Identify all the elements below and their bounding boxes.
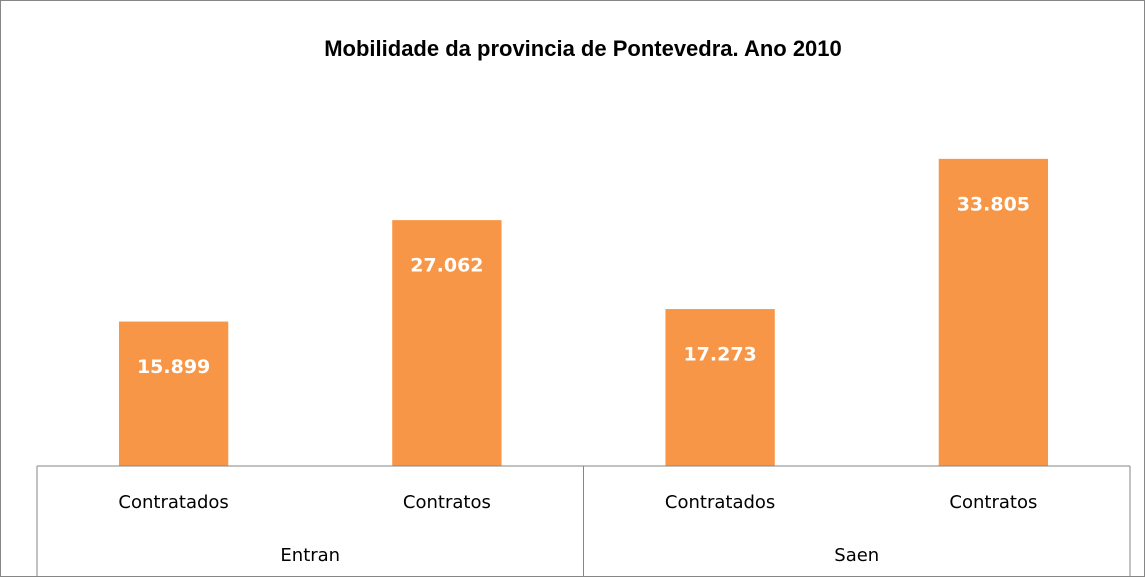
bar	[392, 220, 502, 466]
data-label: 17.273	[683, 344, 756, 366]
x-tick-label: Contratos	[949, 492, 1037, 513]
bar	[118, 321, 229, 466]
bar	[938, 158, 1049, 466]
chart-title: Mobilidade da provincia de Pontevedra. A…	[324, 36, 842, 61]
group-label: Entran	[280, 545, 340, 566]
bar	[665, 309, 775, 466]
data-label: 27.062	[410, 255, 483, 277]
data-label: 33.805	[957, 193, 1030, 215]
x-tick-label: Contratados	[665, 492, 775, 513]
x-tick-label: Contratados	[118, 492, 228, 513]
data-label: 15.899	[137, 356, 210, 378]
group-label: Saen	[834, 545, 879, 566]
x-tick-label: Contratos	[403, 492, 491, 513]
